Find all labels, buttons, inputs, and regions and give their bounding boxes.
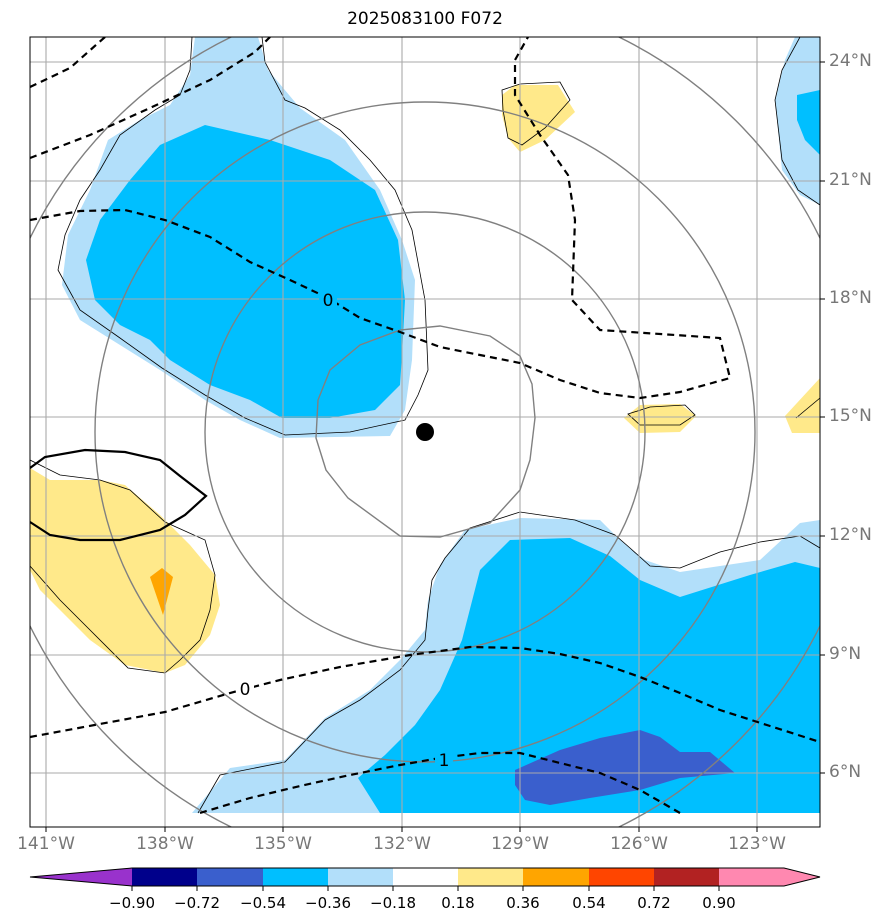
graticule — [30, 37, 820, 827]
lon-label-141w: 141°W — [17, 834, 75, 854]
colorbar-segment — [458, 868, 524, 886]
lat-label-6n: 6°N — [829, 762, 862, 782]
field-region-yellow-east — [624, 404, 696, 433]
range-rings — [30, 37, 820, 827]
colorbar-segment — [197, 868, 263, 886]
contour-label-one: 1 — [439, 751, 450, 771]
colorbar-segment — [719, 868, 785, 886]
colorbar-tick-label: −0.54 — [240, 894, 286, 912]
lat-label-12n: 12°N — [829, 525, 872, 545]
colorbar-tick-label: −0.18 — [370, 894, 416, 912]
colorbar-segment — [328, 868, 394, 886]
contour-label-zero-south: 0 — [240, 680, 251, 700]
colorbar-tick-label: 0.72 — [637, 894, 671, 912]
dashed-contours — [30, 37, 820, 815]
lat-label-21n: 21°N — [829, 170, 872, 190]
field-region-blue-northeast — [797, 90, 820, 155]
lon-label-129w: 129°W — [491, 834, 549, 854]
colorbar-tick-label: −0.90 — [109, 894, 155, 912]
colorbar-tick-label: −0.72 — [174, 894, 220, 912]
lon-label-126w: 126°W — [610, 834, 668, 854]
dashed-contour-nw-1 — [30, 37, 106, 88]
colorbar-segment — [654, 868, 720, 886]
colorbar-segment — [132, 868, 198, 886]
solid-contour-west — [30, 448, 208, 542]
dashed-contour-zero-south — [30, 645, 820, 744]
colorbar-tick-label: 0.54 — [572, 894, 606, 912]
dashed-contour-zero-north — [30, 37, 732, 400]
range-ring-2 — [204, 211, 646, 653]
colorbar-segment — [393, 868, 459, 886]
storm-center-marker — [416, 423, 434, 441]
lon-label-135w: 135°W — [254, 834, 312, 854]
colorbar-tick-label: −0.36 — [305, 894, 351, 912]
map-title: 2025083100 F072 — [347, 9, 503, 29]
colorbar-extend-high — [784, 868, 820, 886]
colorbar-segment — [263, 868, 329, 886]
map-border — [29, 36, 821, 828]
field-region-yellow-north — [502, 85, 575, 152]
lat-label-9n: 9°N — [829, 644, 862, 664]
colorbar-tick-label: 0.36 — [506, 894, 540, 912]
field-region-dark-blue — [515, 730, 735, 805]
colorbar-extend-low — [30, 868, 132, 886]
field-region-orange — [150, 568, 173, 615]
field-region-yellow-east-edge — [785, 378, 820, 433]
field-region-blue-northwest — [86, 125, 405, 418]
dashed-contour-nw-2 — [30, 37, 271, 160]
range-ring-3 — [94, 101, 756, 763]
lat-label-18n: 18°N — [829, 288, 872, 308]
map-area: 0 0 1 — [30, 37, 820, 827]
lat-label-24n: 24°N — [829, 51, 872, 71]
contour-label-zero-north: 0 — [323, 291, 334, 311]
colorbar-segment — [589, 868, 655, 886]
lon-label-132w: 132°W — [373, 834, 431, 854]
colorbar-tick-label: 0.90 — [702, 894, 736, 912]
colorbar-segment — [523, 868, 589, 886]
colorbar — [29, 867, 821, 891]
lat-label-15n: 15°N — [829, 406, 872, 426]
range-ring-inner — [315, 325, 536, 538]
dashed-contour-one — [199, 751, 681, 815]
colorbar-tick-label: 0.18 — [441, 894, 475, 912]
lon-label-138w: 138°W — [136, 834, 194, 854]
lon-label-123w: 123°W — [728, 834, 786, 854]
axis-ticks — [45, 61, 825, 832]
